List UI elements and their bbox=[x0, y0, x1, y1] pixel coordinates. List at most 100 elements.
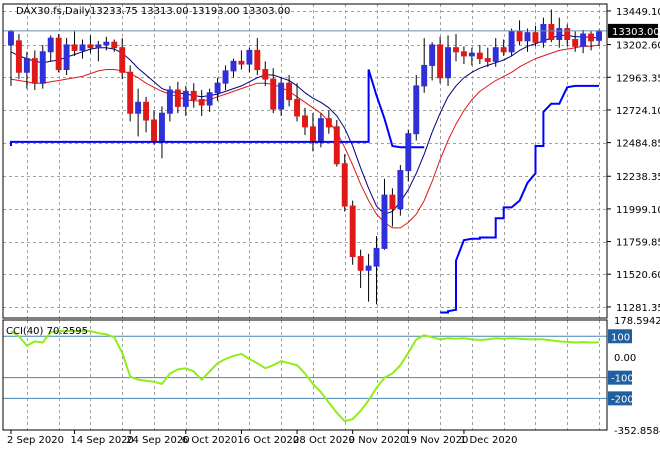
cci-tick-label: -352.8584 bbox=[614, 426, 660, 437]
candle-body bbox=[389, 194, 396, 210]
candle-body bbox=[445, 47, 452, 79]
candle-body bbox=[222, 70, 229, 84]
bullish-candle bbox=[47, 35, 54, 62]
bullish-candle bbox=[373, 236, 380, 305]
candle-body bbox=[246, 49, 253, 65]
cci-tick-label: 178.5942 bbox=[614, 316, 660, 327]
candle-body bbox=[95, 44, 102, 49]
bearish-candle bbox=[532, 25, 539, 47]
bullish-candle bbox=[317, 113, 324, 148]
y-tick-label: 12484.85 bbox=[616, 139, 660, 150]
candle-body bbox=[23, 58, 30, 73]
candle-body bbox=[572, 38, 579, 47]
bearish-candle bbox=[190, 83, 197, 108]
cci-level-box bbox=[608, 391, 632, 406]
candle-body bbox=[71, 44, 78, 51]
bullish-candle bbox=[63, 38, 70, 75]
candle-body bbox=[357, 256, 364, 271]
fast-moving-average-line bbox=[10, 34, 600, 215]
candle-body bbox=[15, 40, 22, 73]
bullish-candle bbox=[397, 165, 404, 216]
candle-body bbox=[158, 112, 165, 142]
bearish-candle bbox=[572, 31, 579, 52]
candle-body bbox=[532, 32, 539, 43]
candle-body bbox=[365, 265, 372, 271]
candle-body bbox=[500, 47, 507, 53]
bearish-candle bbox=[71, 31, 78, 56]
bearish-candle bbox=[127, 65, 134, 122]
candle-body bbox=[421, 64, 428, 87]
bearish-candle bbox=[500, 39, 507, 56]
candle-body bbox=[47, 37, 54, 53]
bearish-candle bbox=[349, 200, 356, 265]
candle-body bbox=[174, 89, 181, 107]
x-tick-label: 2 Sep 2020 bbox=[7, 435, 64, 446]
ohlc-readout: 13233.75 13313.00 13193.00 13303.00 bbox=[90, 6, 290, 17]
y-tick-label: 11281.35 bbox=[616, 303, 660, 314]
candle-body bbox=[453, 47, 459, 53]
candle-body bbox=[413, 85, 420, 135]
slow-moving-average-line bbox=[10, 44, 600, 229]
candle-body bbox=[349, 205, 356, 258]
candle-body bbox=[143, 101, 150, 121]
bullish-candle bbox=[508, 28, 515, 56]
bullish-candle bbox=[580, 29, 587, 54]
x-tick-label: 16 Oct 2020 bbox=[237, 435, 299, 446]
candle-body bbox=[317, 118, 324, 142]
candle-body bbox=[190, 90, 197, 101]
y-tick-label: 13449.10 bbox=[616, 7, 660, 18]
x-tick-label: 6 Oct 2020 bbox=[182, 435, 237, 446]
candle-body bbox=[548, 23, 555, 40]
x-tick-label: 19 Nov 2020 bbox=[404, 435, 468, 446]
candle-body bbox=[508, 30, 515, 53]
candle-body bbox=[8, 30, 14, 46]
bearish-candle bbox=[174, 81, 181, 114]
bearish-candle bbox=[262, 61, 269, 86]
y-tick-label: 11999.10 bbox=[616, 205, 660, 216]
candle-body bbox=[135, 101, 142, 114]
current-price-box bbox=[608, 23, 658, 38]
candle-body bbox=[373, 247, 380, 267]
trailing-stop-line bbox=[440, 84, 599, 314]
candle-body bbox=[151, 119, 157, 142]
bullish-candle bbox=[556, 17, 563, 48]
candle-body bbox=[127, 71, 134, 114]
bearish-candle bbox=[286, 74, 293, 107]
candle-body bbox=[262, 69, 269, 80]
candle-body bbox=[79, 44, 86, 51]
bullish-candle bbox=[445, 35, 452, 86]
candle-body bbox=[55, 37, 62, 71]
bullish-candle bbox=[381, 178, 388, 250]
bearish-candle bbox=[309, 113, 316, 152]
candle-body bbox=[397, 170, 404, 210]
bearish-candle bbox=[437, 36, 444, 84]
candle-body bbox=[524, 32, 531, 42]
bullish-candle bbox=[103, 36, 110, 51]
candle-body bbox=[564, 28, 571, 40]
candle-body bbox=[166, 89, 173, 114]
bullish-candle bbox=[95, 40, 102, 62]
bullish-candle bbox=[206, 88, 213, 112]
bearish-candle bbox=[143, 96, 150, 133]
bearish-candle bbox=[151, 110, 157, 145]
bearish-candle bbox=[548, 9, 555, 43]
bearish-candle bbox=[357, 249, 364, 288]
x-tick-label: 28 Oct 2020 bbox=[293, 435, 355, 446]
bearish-candle bbox=[15, 34, 22, 80]
bearish-candle bbox=[460, 46, 467, 65]
candle-body bbox=[381, 194, 388, 249]
bullish-candle bbox=[214, 77, 221, 101]
bullish-candle bbox=[158, 106, 165, 159]
bullish-candle bbox=[230, 58, 237, 78]
bullish-candle bbox=[405, 129, 412, 182]
bullish-candle bbox=[278, 77, 285, 116]
bearish-candle bbox=[389, 188, 396, 227]
y-tick-label: 12724.10 bbox=[616, 106, 660, 117]
candle-body bbox=[302, 115, 308, 128]
candle-body bbox=[63, 44, 70, 71]
bearish-candle bbox=[453, 34, 459, 62]
x-tick-label: 1 Dec 2020 bbox=[460, 435, 518, 446]
cci-level-label: 100 bbox=[611, 332, 630, 343]
bearish-candle bbox=[111, 39, 118, 52]
bullish-candle bbox=[421, 38, 428, 93]
